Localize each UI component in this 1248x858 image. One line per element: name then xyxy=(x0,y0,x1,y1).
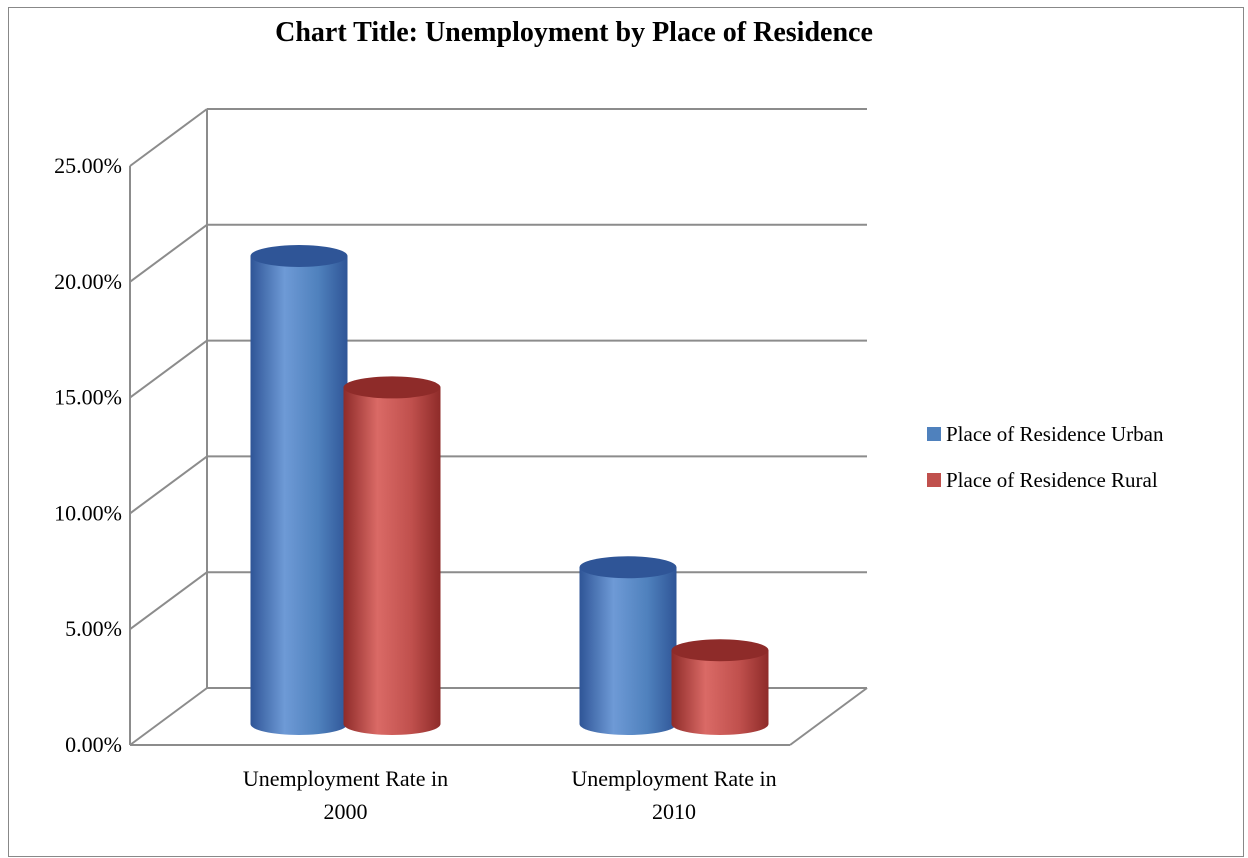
legend-swatch xyxy=(927,427,941,441)
bar-top xyxy=(671,639,769,662)
y-tick-label: 15.00% xyxy=(54,385,122,410)
x-category-label: Unemployment Rate in 2000 xyxy=(243,766,448,824)
bar-place-of-residence-rural-1 xyxy=(671,639,769,735)
bar-top xyxy=(343,376,441,399)
gridline-diagonal xyxy=(129,455,208,515)
bar-place-of-residence-urban-0 xyxy=(250,245,348,735)
y-axis: 0.00% 5.00% 10.00% 15.00% 20.00% 25.00% xyxy=(54,153,122,757)
y-tick-label: 10.00% xyxy=(54,500,122,525)
x-category-label: Unemployment Rate in 2010 xyxy=(571,766,776,824)
bars xyxy=(250,245,769,735)
gridline-diagonal xyxy=(129,571,208,631)
bar-top xyxy=(579,556,677,579)
gridline-diagonal xyxy=(129,687,208,746)
bar-body xyxy=(343,387,441,735)
chart-title: Chart Title: Unemployment by Place of Re… xyxy=(275,17,873,48)
y-tick-label: 25.00% xyxy=(54,153,122,178)
y-tick-label: 0.00% xyxy=(65,732,122,757)
legend-label: Place of Residence Urban xyxy=(946,422,1164,446)
x-axis-labels: Unemployment Rate in 2000 Unemployment Rat… xyxy=(243,766,777,824)
bar-place-of-residence-rural-0 xyxy=(343,376,441,735)
legend-item: Place of Residence Rural xyxy=(927,468,1158,492)
gridline-diagonal xyxy=(129,339,208,399)
y-tick-label: 5.00% xyxy=(65,616,122,641)
gridline-diagonal xyxy=(129,223,208,283)
bar-body xyxy=(250,256,348,735)
bar-place-of-residence-urban-1 xyxy=(579,556,677,735)
legend-label: Place of Residence Rural xyxy=(946,468,1158,492)
chart-svg: Chart Title: Unemployment by Place of Re… xyxy=(54,17,1164,824)
y-tick-label: 20.00% xyxy=(54,269,122,294)
bar-body xyxy=(671,650,769,735)
bar-body xyxy=(579,567,677,735)
legend-item: Place of Residence Urban xyxy=(927,422,1164,446)
floor-right-edge xyxy=(789,687,868,746)
legend: Place of Residence Urban Place of Residen… xyxy=(927,422,1164,492)
bar-top xyxy=(250,245,348,267)
gridline-diagonal xyxy=(129,108,208,167)
chart-frame: Chart Title: Unemployment by Place of Re… xyxy=(8,7,1244,857)
legend-swatch xyxy=(927,473,941,487)
